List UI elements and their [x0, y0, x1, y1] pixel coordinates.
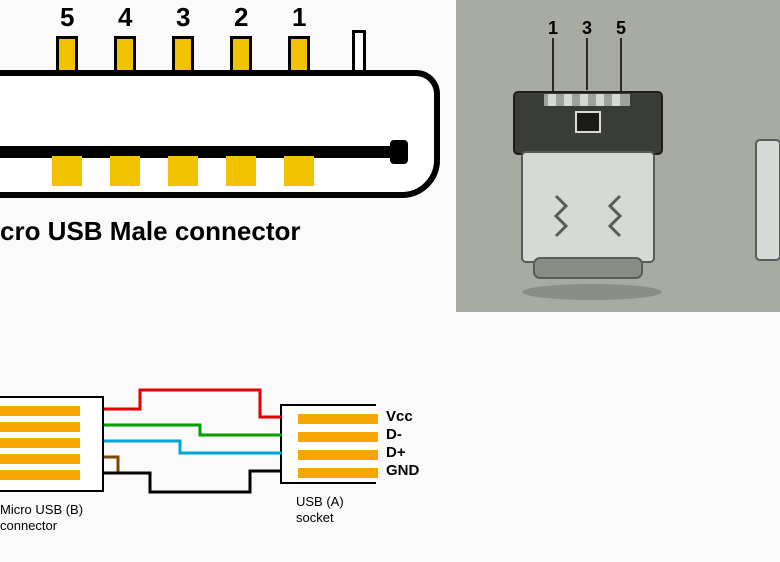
right-block-label-1: USB (A) — [296, 494, 344, 509]
left-block-label-2: connector — [0, 518, 57, 533]
pin-top — [172, 36, 194, 74]
signal-label: GND — [386, 462, 419, 479]
pin-number: 1 — [292, 2, 306, 33]
pin-top — [230, 36, 252, 74]
pin-number: 3 — [176, 2, 190, 33]
orientation-tab — [352, 30, 366, 74]
pin-top — [114, 36, 136, 74]
pin-number: 4 — [118, 2, 132, 33]
contact — [168, 156, 198, 186]
contact — [284, 156, 314, 186]
diagram-canvas: 5 4 3 2 1 cro USB Male connector 1 3 5 — [0, 0, 780, 562]
photo-panel: 1 3 5 — [456, 0, 780, 312]
contact — [110, 156, 140, 186]
pin-number: 5 — [60, 2, 74, 33]
signal-label: D+ — [386, 444, 406, 461]
left-block-label-1: Micro USB (B) — [0, 502, 83, 517]
pin-top — [56, 36, 78, 74]
contact — [226, 156, 256, 186]
contact — [52, 156, 82, 186]
signal-label: D- — [386, 426, 402, 443]
photo-illustration — [456, 0, 780, 312]
signal-label: Vcc — [386, 408, 413, 425]
diagram-title: cro USB Male connector — [0, 216, 301, 247]
right-block-label-2: socket — [296, 510, 334, 525]
connector-tongue-cap — [390, 140, 408, 164]
pin-number: 2 — [234, 2, 248, 33]
pin-top — [288, 36, 310, 74]
